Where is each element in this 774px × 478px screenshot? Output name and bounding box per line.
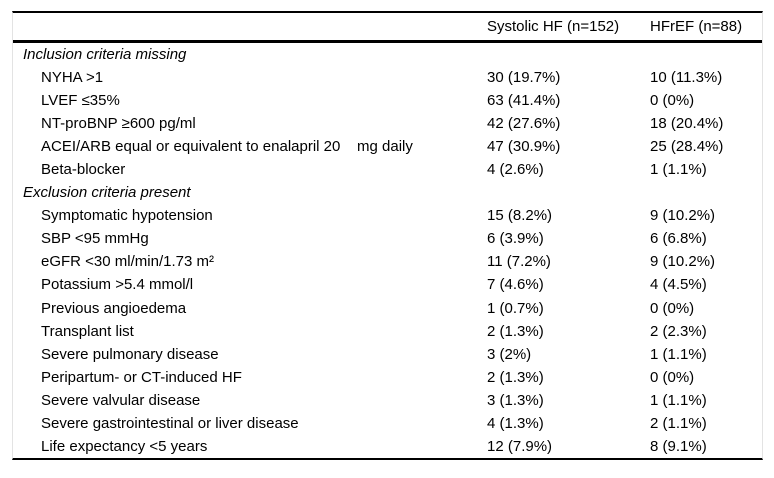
hfref-value: 8 (9.1%) bbox=[650, 437, 707, 455]
header-hfref: HFrEF (n=88) bbox=[650, 18, 743, 35]
systolic-hf-value: 47 (30.9%) bbox=[487, 138, 561, 156]
systolic-hf-value: 12 (7.9%) bbox=[487, 437, 553, 455]
row-label: Life expectancy <5 years bbox=[41, 437, 208, 455]
table-row: Severe valvular disease 3 (1.3%) 1 (1.1%) bbox=[13, 389, 762, 412]
section-title-row: Inclusion criteria missing bbox=[13, 43, 762, 66]
table-row: NYHA >1 30 (19.7%) 10 (11.3%) bbox=[13, 66, 762, 89]
row-label: Peripartum- or CT-induced HF bbox=[41, 368, 242, 386]
hfref-value: 25 (28.4%) bbox=[650, 138, 724, 156]
table-row: Transplant list 2 (1.3%) 2 (2.3%) bbox=[13, 320, 762, 343]
systolic-hf-value: 63 (41.4%) bbox=[487, 92, 561, 110]
table-row: LVEF ≤35% 63 (41.4%) 0 (0%) bbox=[13, 89, 762, 112]
table-body: Inclusion criteria missing NYHA >1 30 (19.… bbox=[13, 43, 762, 458]
section-title: Exclusion criteria present bbox=[23, 184, 191, 202]
section-title-row: Exclusion criteria present bbox=[13, 181, 762, 204]
hfref-value: 2 (1.1%) bbox=[650, 414, 707, 432]
row-label: Symptomatic hypotension bbox=[41, 207, 213, 225]
table-row: Potassium >5.4 mmol/l 7 (4.6%) 4 (4.5%) bbox=[13, 273, 762, 296]
row-label: eGFR <30 ml/min/1.73 m² bbox=[41, 253, 214, 271]
hfref-value: 1 (1.1%) bbox=[650, 391, 707, 409]
row-label: LVEF ≤35% bbox=[41, 92, 120, 110]
hfref-value: 6 (6.8%) bbox=[650, 230, 707, 248]
header-systolic-hf: Systolic HF (n=152) bbox=[487, 18, 620, 35]
table-row: NT-proBNP ≥600 pg/ml 42 (27.6%) 18 (20.4%) bbox=[13, 112, 762, 135]
hfref-value: 1 (1.1%) bbox=[650, 161, 707, 179]
hfref-value: 0 (0%) bbox=[650, 368, 695, 386]
systolic-hf-value: 4 (2.6%) bbox=[487, 161, 544, 179]
table-row: Symptomatic hypotension 15 (8.2%) 9 (10.2%… bbox=[13, 204, 762, 227]
hfref-value: 1 (1.1%) bbox=[650, 345, 707, 363]
table-row: Severe gastrointestinal or liver disease… bbox=[13, 412, 762, 435]
table-row: Severe pulmonary disease 3 (2%) 1 (1.1%) bbox=[13, 343, 762, 366]
section-title: Inclusion criteria missing bbox=[23, 46, 187, 64]
table-header-row: Systolic HF (n=152) HFrEF (n=88) bbox=[13, 13, 762, 43]
hfref-value: 18 (20.4%) bbox=[650, 115, 724, 133]
table-row: ACEI/ARB equal or equivalent to enalapri… bbox=[13, 135, 762, 158]
row-label: Beta-blocker bbox=[41, 161, 126, 179]
systolic-hf-value: 2 (1.3%) bbox=[487, 322, 544, 340]
table-row: Previous angioedema 1 (0.7%) 0 (0%) bbox=[13, 297, 762, 320]
systolic-hf-value: 6 (3.9%) bbox=[487, 230, 544, 248]
row-label: Severe pulmonary disease bbox=[41, 345, 219, 363]
systolic-hf-value: 3 (2%) bbox=[487, 345, 532, 363]
row-label: Transplant list bbox=[41, 322, 134, 340]
row-label: Severe valvular disease bbox=[41, 391, 201, 409]
row-label: ACEI/ARB equal or equivalent to enalapri… bbox=[41, 138, 413, 156]
systolic-hf-value: 7 (4.6%) bbox=[487, 276, 544, 294]
hfref-value: 0 (0%) bbox=[650, 299, 695, 317]
hfref-value: 9 (10.2%) bbox=[650, 207, 716, 225]
row-label: NT-proBNP ≥600 pg/ml bbox=[41, 115, 196, 133]
row-label: Severe gastrointestinal or liver disease bbox=[41, 414, 299, 432]
hfref-value: 0 (0%) bbox=[650, 92, 695, 110]
hfref-value: 2 (2.3%) bbox=[650, 322, 707, 340]
criteria-table: Systolic HF (n=152) HFrEF (n=88) Inclusi… bbox=[12, 11, 763, 460]
hfref-value: 10 (11.3%) bbox=[650, 69, 723, 87]
systolic-hf-value: 1 (0.7%) bbox=[487, 299, 544, 317]
row-label: SBP <95 mmHg bbox=[41, 230, 149, 248]
hfref-value: 9 (10.2%) bbox=[650, 253, 716, 271]
hfref-value: 4 (4.5%) bbox=[650, 276, 707, 294]
systolic-hf-value: 3 (1.3%) bbox=[487, 391, 544, 409]
table-row: Peripartum- or CT-induced HF 2 (1.3%) 0 (0… bbox=[13, 366, 762, 389]
table-row: eGFR <30 ml/min/1.73 m² 11 (7.2%) 9 (10.2%… bbox=[13, 250, 762, 273]
row-label: NYHA >1 bbox=[41, 69, 104, 87]
row-label: Previous angioedema bbox=[41, 299, 187, 317]
systolic-hf-value: 2 (1.3%) bbox=[487, 368, 544, 386]
systolic-hf-value: 4 (1.3%) bbox=[487, 414, 544, 432]
table-row: SBP <95 mmHg 6 (3.9%) 6 (6.8%) bbox=[13, 227, 762, 250]
row-label: Potassium >5.4 mmol/l bbox=[41, 276, 194, 294]
systolic-hf-value: 30 (19.7%) bbox=[487, 69, 561, 87]
systolic-hf-value: 11 (7.2%) bbox=[487, 253, 551, 271]
systolic-hf-value: 42 (27.6%) bbox=[487, 115, 561, 133]
systolic-hf-value: 15 (8.2%) bbox=[487, 207, 553, 225]
table-row: Life expectancy <5 years 12 (7.9%) 8 (9.1%… bbox=[13, 435, 762, 458]
table-row: Beta-blocker 4 (2.6%) 1 (1.1%) bbox=[13, 158, 762, 181]
